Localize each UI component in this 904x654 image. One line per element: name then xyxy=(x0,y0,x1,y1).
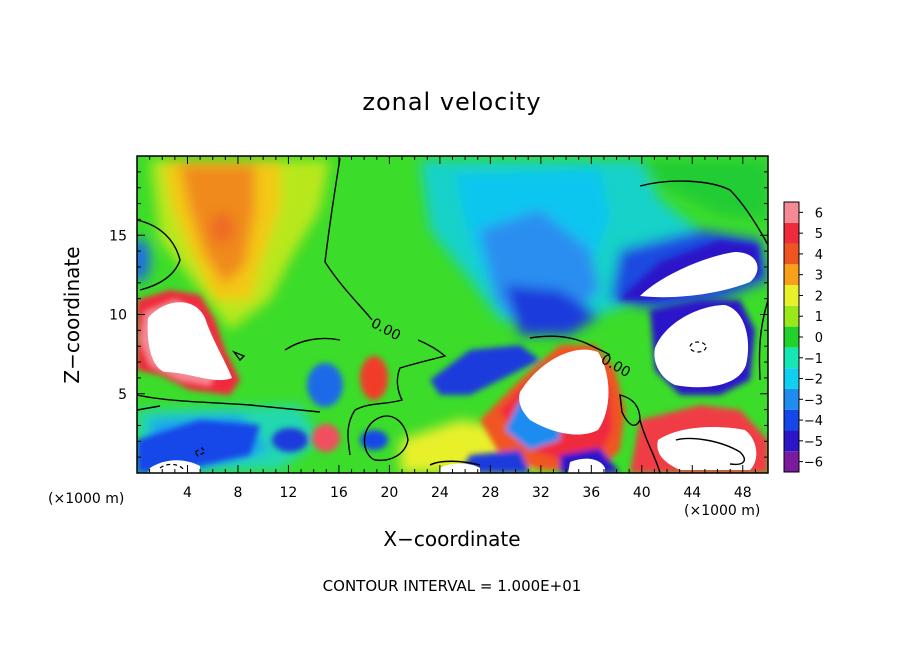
colorbar-swatch xyxy=(784,368,799,389)
x-tick-label: 44 xyxy=(683,485,701,501)
contour-line xyxy=(347,339,447,456)
y-tick-label: 5 xyxy=(118,387,127,403)
colorbar-label: 3 xyxy=(815,269,823,284)
contour-line xyxy=(675,437,745,466)
x-tick-label: 8 xyxy=(233,485,242,501)
x-axis-label-text: X−coordinate xyxy=(383,527,521,551)
colorbar-swatch xyxy=(784,326,799,348)
x-tick-label: 16 xyxy=(330,485,348,501)
contour-line xyxy=(758,299,768,381)
x-tick-label: 28 xyxy=(481,485,499,501)
contour-line xyxy=(284,337,341,351)
colorbar-swatch xyxy=(784,347,799,369)
colorbar-swatch xyxy=(784,285,799,306)
x-tick-label: 32 xyxy=(532,485,550,501)
zero-contours xyxy=(137,157,768,473)
y-axis-label: Z−coordinate xyxy=(60,246,84,384)
contour-line xyxy=(137,394,321,413)
chart-title: zonal velocity xyxy=(362,88,542,116)
colorbar-swatch xyxy=(784,243,799,265)
colorbar-swatch xyxy=(784,409,799,431)
heatmap-field: 0.00 0.00 xyxy=(137,156,768,473)
y-tick-label: 15 xyxy=(109,228,127,244)
y-axis-ticks: 5 10 15 xyxy=(109,155,768,474)
colorbar-swatch xyxy=(784,202,799,223)
contour-line xyxy=(639,419,661,473)
colorbar-label: −6 xyxy=(804,456,823,471)
colorbar: −6 −5 −4 −3 −2 −1 0 1 2 3 4 5 6 xyxy=(783,201,823,473)
colorbar-label: −5 xyxy=(804,435,823,450)
contour-line xyxy=(429,460,481,466)
colorbar-label: −2 xyxy=(804,373,823,388)
x-axis-label: X−coordinate xyxy=(0,527,904,551)
negative-contours xyxy=(159,341,707,471)
colorbar-swatch xyxy=(784,264,799,286)
x-unit-note-left: (×1000 m) xyxy=(48,491,125,507)
contour-line xyxy=(231,350,246,362)
saturated-regions xyxy=(147,252,758,473)
contour-line xyxy=(363,415,409,462)
colorbar-label: 1 xyxy=(815,310,823,325)
colorbar-label: 2 xyxy=(815,289,823,304)
colorbar-label: 6 xyxy=(815,206,823,221)
x-tick-label: 12 xyxy=(280,485,298,501)
colorbar-swatch xyxy=(784,305,799,327)
contour-interval-note: CONTOUR INTERVAL = 1.000E+01 xyxy=(322,577,582,595)
x-tick-label: 36 xyxy=(582,485,600,501)
colorbar-swatch xyxy=(784,388,799,410)
x-tick-label: 48 xyxy=(734,485,752,501)
contour-line xyxy=(137,219,181,291)
colorbar-swatch xyxy=(784,222,799,244)
contour-line xyxy=(639,180,768,246)
colorbar-label: −1 xyxy=(804,352,823,367)
colorbar-label: 0 xyxy=(815,331,823,346)
colorbar-label: 4 xyxy=(815,248,823,263)
x-tick-label: 20 xyxy=(380,485,398,501)
x-tick-label: 4 xyxy=(183,485,192,501)
colorbar-swatch xyxy=(784,451,799,472)
contour-line xyxy=(529,335,611,356)
y-tick-label: 10 xyxy=(109,308,127,324)
colorbar-swatch xyxy=(784,430,799,452)
x-axis-ticks: 4 8 12 16 20 24 28 32 36 40 44 48 xyxy=(136,156,769,501)
colorbar-label: 5 xyxy=(815,227,823,242)
colorbar-label: −4 xyxy=(804,414,823,429)
x-unit-note-right: (×1000 m) xyxy=(684,503,761,519)
colorbar-label: −3 xyxy=(804,393,823,408)
contour-line xyxy=(324,157,373,321)
x-tick-label: 40 xyxy=(633,485,651,501)
x-tick-label: 24 xyxy=(431,485,449,501)
